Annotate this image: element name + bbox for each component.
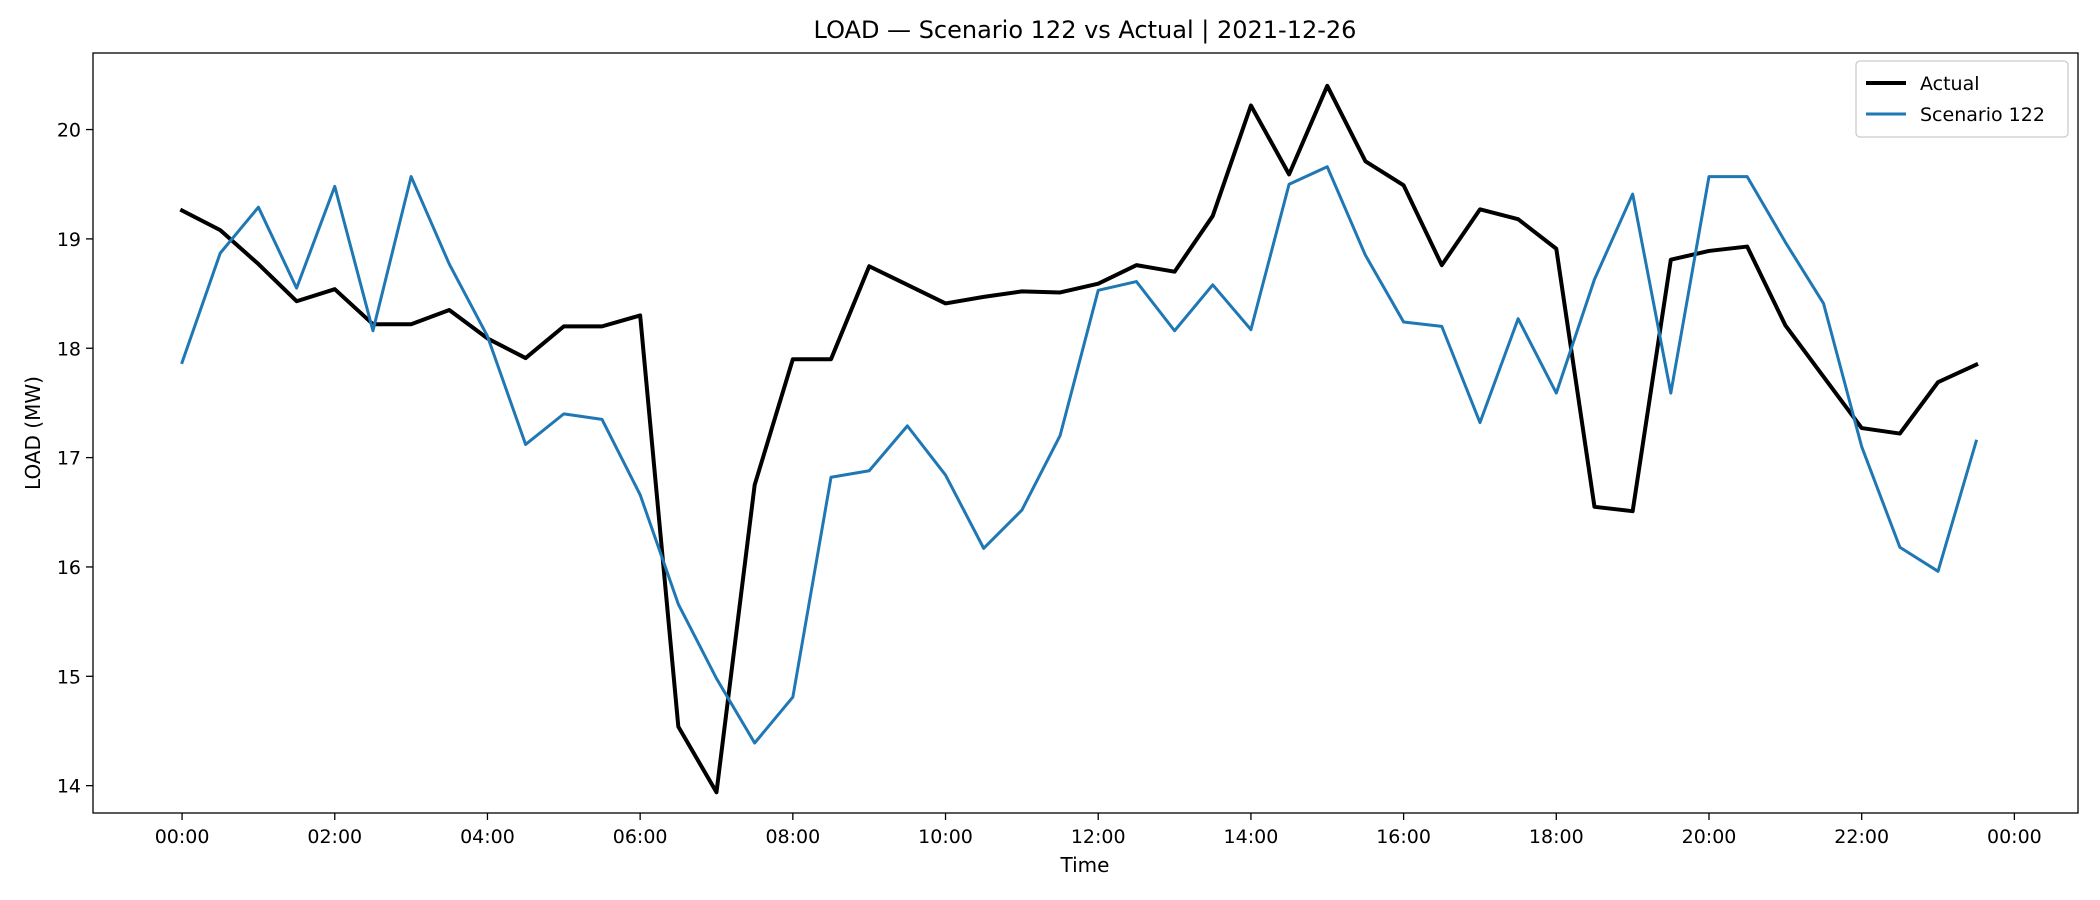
y-tick-label: 20	[57, 120, 81, 142]
x-tick-label: 06:00	[613, 826, 668, 848]
x-tick-label: 16:00	[1376, 826, 1431, 848]
x-tick-label: 02:00	[307, 826, 362, 848]
y-tick-label: 17	[57, 448, 81, 470]
y-tick-label: 19	[57, 229, 81, 251]
x-tick-label: 12:00	[1071, 826, 1126, 848]
plot-frame	[92, 52, 2079, 814]
chart-title: LOAD — Scenario 122 vs Actual | 2021-12-…	[814, 16, 1357, 44]
y-tick-label: 16	[57, 557, 81, 579]
y-tick-label: 14	[57, 776, 81, 798]
x-axis-label: Time	[1060, 853, 1110, 877]
y-tick-label: 18	[57, 338, 81, 360]
series-layer	[179, 83, 1979, 795]
x-tick-label: 00:00	[155, 826, 210, 848]
legend-box	[1855, 60, 2069, 138]
y-axis: 14 15 16 17 18 19 20	[57, 120, 93, 798]
x-tick-label: 14:00	[1224, 826, 1279, 848]
x-tick-label: 22:00	[1834, 826, 1889, 848]
y-axis-label: LOAD (MW)	[21, 376, 45, 490]
x-tick-label: 04:00	[460, 826, 515, 848]
x-tick-label: 00:00	[1987, 826, 2042, 848]
x-tick-label: 08:00	[765, 826, 820, 848]
y-tick-label: 15	[57, 666, 81, 688]
series-line-scenario-122	[180, 165, 1979, 745]
x-tick-label: 10:00	[918, 826, 973, 848]
x-tick-label: 20:00	[1682, 826, 1737, 848]
legend: Actual Scenario 122	[1855, 60, 2069, 138]
series-line-actual	[179, 83, 1979, 795]
x-axis: 00:00 02:00 04:00 06:00 08:00 10:00 12:00 14:00…	[155, 813, 2042, 848]
x-tick-label: 18:00	[1529, 826, 1584, 848]
legend-label: Actual	[1920, 73, 1980, 95]
legend-label: Scenario 122	[1920, 104, 2045, 126]
